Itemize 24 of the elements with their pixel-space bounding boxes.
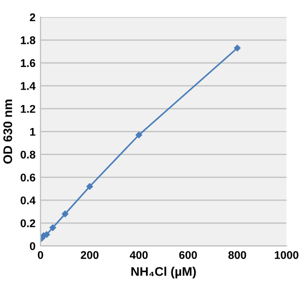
y-tick-label: 1.8: [20, 36, 36, 44]
y-tick-label: 1.6: [20, 59, 36, 68]
x-tick-label: 800: [228, 251, 246, 259]
x-tick-label: 1000: [274, 251, 298, 259]
y-tick-label: 2: [30, 13, 36, 22]
point: [62, 210, 68, 218]
y-axis-title: OD 630 nm: [3, 100, 12, 164]
x-tick-label: 200: [80, 251, 99, 259]
x-tick-label: 0: [38, 251, 44, 259]
point: [136, 132, 142, 138]
y-tick-label: 0.2: [20, 219, 36, 228]
point: [86, 183, 93, 190]
y-tick-label: 0: [30, 242, 36, 250]
point: [50, 224, 56, 231]
x-tick-label: 600: [179, 251, 197, 259]
y-tick-label: 0.8: [20, 150, 36, 159]
y-tick-label: 1.2: [20, 104, 36, 113]
x-tick-label: 400: [130, 251, 148, 259]
y-tick-label: 1: [30, 128, 36, 136]
y-tick-label: 0.4: [20, 196, 36, 204]
point: [234, 44, 241, 52]
y-tick-label: 0.6: [20, 174, 36, 182]
y-tick-label: 1.4: [20, 82, 36, 90]
x-axis-title: NH₄Cl (µM): [131, 266, 196, 278]
